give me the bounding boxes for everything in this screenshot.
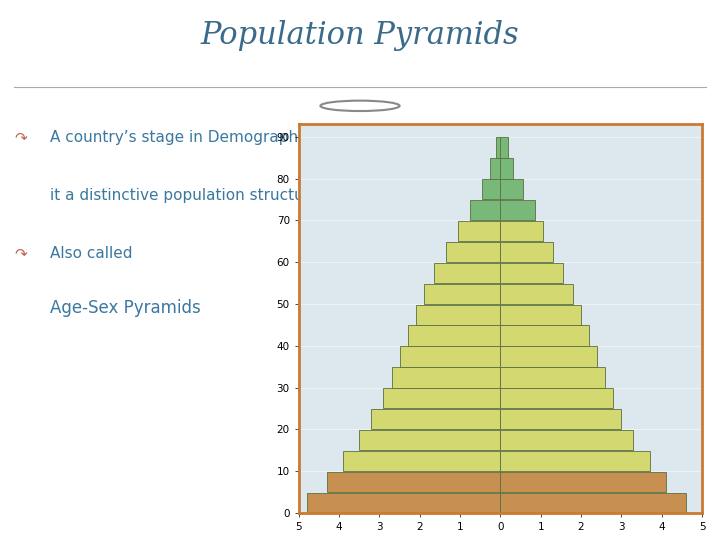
Bar <box>424 284 500 304</box>
Bar <box>415 305 500 325</box>
Bar <box>500 346 597 367</box>
Bar <box>500 409 621 429</box>
Bar <box>500 242 553 262</box>
Text: A country’s stage in Demographic Transition gives: A country’s stage in Demographic Transit… <box>50 130 436 145</box>
Bar <box>500 221 543 241</box>
Bar <box>400 346 500 367</box>
Bar <box>470 200 500 220</box>
Bar <box>408 326 500 346</box>
Bar <box>500 388 613 408</box>
Bar <box>495 137 500 158</box>
Bar <box>500 200 535 220</box>
Bar <box>359 430 500 450</box>
Bar <box>434 263 500 283</box>
Bar <box>327 472 500 492</box>
Bar <box>343 451 500 471</box>
Text: ↷: ↷ <box>14 130 27 145</box>
Text: Population Pyramids: Population Pyramids <box>201 21 519 51</box>
Bar <box>500 284 573 304</box>
Bar <box>490 158 500 179</box>
Bar <box>500 305 581 325</box>
Text: Also called: Also called <box>50 246 133 261</box>
Bar <box>384 388 500 408</box>
Bar <box>500 179 523 199</box>
Bar <box>307 492 500 513</box>
Bar <box>458 221 500 241</box>
Bar <box>500 451 649 471</box>
Bar <box>500 326 589 346</box>
Bar <box>500 158 513 179</box>
Text: Age-Sex Pyramids: Age-Sex Pyramids <box>50 299 201 318</box>
Bar <box>372 409 500 429</box>
Bar <box>500 492 686 513</box>
Bar <box>500 367 606 388</box>
Bar <box>446 242 500 262</box>
Bar <box>500 430 634 450</box>
Bar <box>392 367 500 388</box>
Bar <box>482 179 500 199</box>
Text: it a distinctive population structure: it a distinctive population structure <box>50 188 320 203</box>
Bar <box>500 137 508 158</box>
Text: ↷: ↷ <box>14 246 27 261</box>
Bar <box>500 263 563 283</box>
Bar <box>500 472 666 492</box>
